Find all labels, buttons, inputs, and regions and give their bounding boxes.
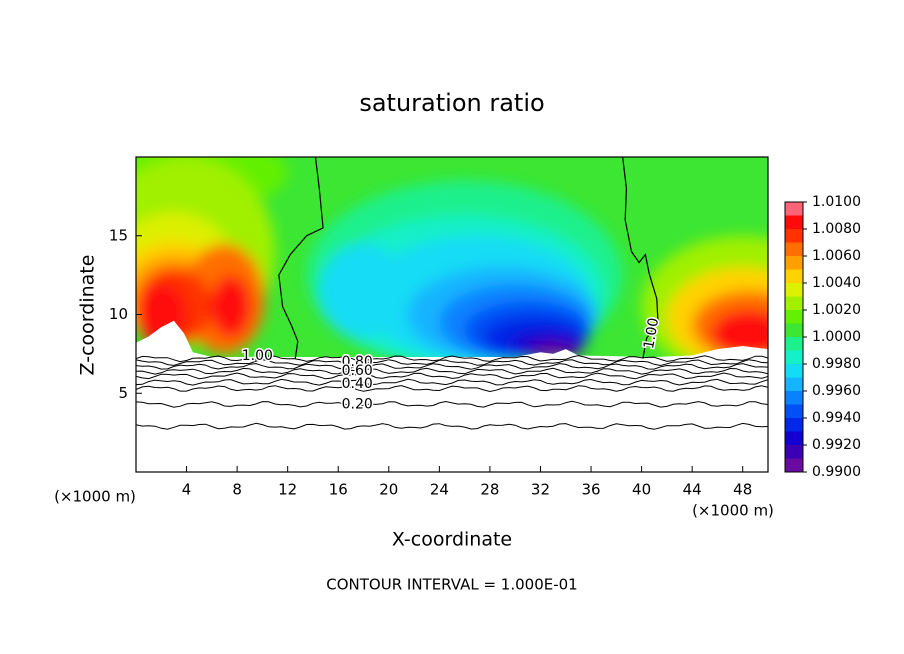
x-tick-label: 8: [232, 481, 242, 499]
colorbar-band: [785, 391, 803, 405]
colorbar-band: [785, 296, 803, 310]
contour-line: [278, 157, 324, 359]
y-tick-label: 15: [109, 226, 128, 244]
x-tick-label: 12: [278, 481, 297, 499]
contour-line: [136, 359, 768, 367]
x-tick-label: 4: [182, 481, 192, 499]
y-tick-label: 10: [109, 305, 128, 323]
field-blobs: [136, 157, 768, 378]
colorbar-tick-label: 1.0020: [812, 302, 861, 318]
contour-label: 0.20: [342, 396, 373, 412]
contour-line: [136, 400, 768, 408]
field-band: [711, 309, 768, 358]
contour-line: [136, 363, 768, 370]
contour-line: [136, 367, 768, 375]
contour-label: 0.60: [342, 363, 373, 379]
contour-line: [136, 378, 768, 386]
colorbar-band: [785, 364, 803, 378]
contour-line: [136, 372, 768, 380]
colorbar-band: [785, 418, 803, 432]
colorbar-band: [785, 458, 803, 472]
colorbar-band: [785, 404, 803, 418]
y-tick-label: 5: [118, 384, 128, 402]
chart-title: saturation ratio: [359, 89, 544, 117]
colorbar-band: [785, 323, 803, 337]
colorbar-band: [785, 215, 803, 229]
x-unit-label: (×1000 m): [692, 502, 774, 520]
colorbar-tick-label: 0.9940: [812, 410, 861, 426]
x-tick-label: 48: [733, 481, 752, 499]
contour-label: 1.00: [242, 348, 273, 364]
contour-line: [136, 422, 768, 430]
colorbar-tick-label: 0.9920: [812, 437, 861, 453]
colorbar-band: [785, 431, 803, 445]
colorbar-band: [785, 269, 803, 283]
x-tick-label: 40: [632, 481, 651, 499]
contour-line: [622, 157, 659, 359]
x-tick-label: 16: [329, 481, 348, 499]
colorbar-tick-label: 1.0080: [812, 221, 861, 237]
footer-note: CONTOUR INTERVAL = 1.000E-01: [326, 576, 577, 594]
field-band: [210, 275, 252, 339]
contour-line: [136, 385, 768, 393]
colorbar-band: [785, 283, 803, 297]
x-tick-label: 24: [430, 481, 449, 499]
x-tick-label: 44: [683, 481, 702, 499]
colorbar-band: [785, 445, 803, 459]
colorbar-band: [785, 350, 803, 364]
colorbar-band: [785, 337, 803, 351]
colorbar-band: [785, 377, 803, 391]
contour-field: [136, 157, 768, 472]
x-axis-title: X-coordinate: [392, 529, 512, 551]
colorbar-tick-label: 0.9980: [812, 356, 861, 372]
colorbar-band: [785, 202, 803, 216]
colorbar-band: [785, 242, 803, 256]
contour-line: [136, 355, 768, 363]
x-tick-label: 28: [480, 481, 499, 499]
colorbar-tick-label: 1.0060: [812, 248, 861, 264]
x-unit-label: (×1000 m): [54, 488, 136, 506]
colorbar-tick-label: 1.0040: [812, 275, 861, 291]
colorbar-tick-label: 0.9960: [812, 383, 861, 399]
x-tick-label: 32: [531, 481, 550, 499]
colorbar-tick-label: 0.9900: [812, 464, 861, 480]
colorbar-band: [785, 256, 803, 270]
contour-label: 0.40: [342, 376, 373, 392]
colorbar-band: [785, 229, 803, 243]
x-tick-label: 36: [581, 481, 600, 499]
x-tick-label: 20: [379, 481, 398, 499]
colorbar-band: [785, 310, 803, 324]
y-axis-title: Z-coordinate: [77, 255, 99, 376]
colorbar-tick-label: 1.0100: [812, 194, 861, 210]
colorbar-tick-label: 1.0000: [812, 329, 861, 345]
contour-label: 0.80: [342, 354, 373, 370]
